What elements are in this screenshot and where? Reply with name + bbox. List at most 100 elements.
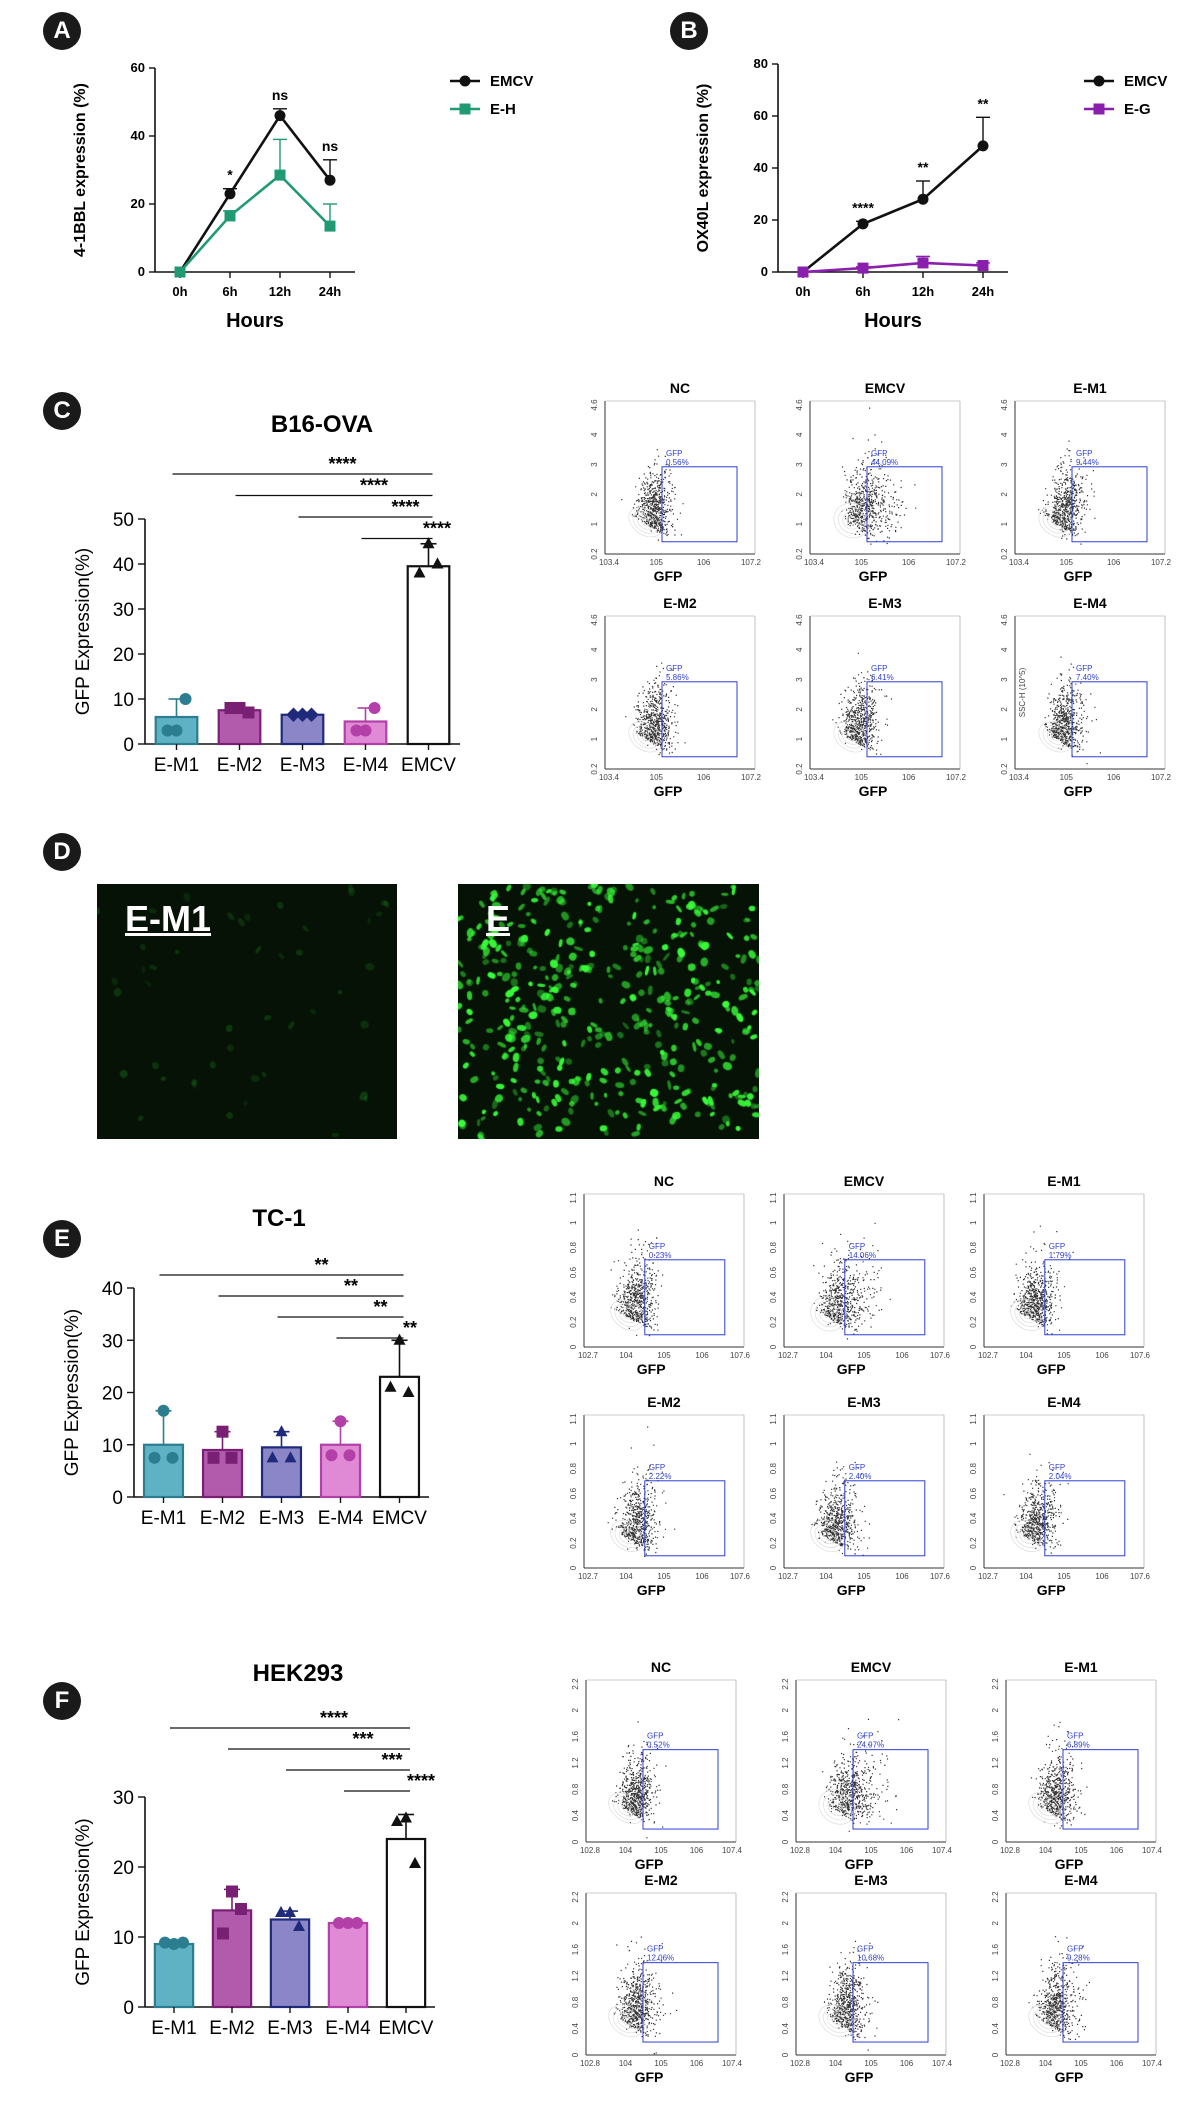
- flow-y-tick-label: 2.2: [991, 1678, 1000, 1690]
- micrograph-e-m1: E-M1: [97, 884, 397, 1139]
- flow-y-tick-label: 0: [571, 1839, 580, 1844]
- flow-y-tick-label: 3: [1000, 462, 1009, 467]
- replicate-point: [295, 707, 310, 722]
- flow-y-tick-label: 0.8: [781, 1783, 790, 1795]
- flow-plot-title: E-M2: [644, 1872, 678, 1888]
- flow-contour: [610, 1519, 646, 1552]
- replicate-point: [207, 1451, 220, 1464]
- replicate-point: [225, 1451, 238, 1464]
- flow-x-tick-label: 107.2: [946, 558, 967, 567]
- flow-x-tick-label: 104: [829, 2059, 843, 2068]
- flow-x-tick-label: 107.2: [1151, 558, 1172, 567]
- y-tick-label: 40: [754, 160, 768, 175]
- gate-label: GFP: [1049, 1463, 1065, 1472]
- flow-y-tick-label: 0.2: [569, 1537, 578, 1549]
- flow-x-axis-label: GFP: [635, 1856, 664, 1872]
- flow-y-tick-label: 0.4: [969, 1291, 978, 1303]
- flow-x-tick-label: 103.4: [1009, 773, 1030, 782]
- flow-y-tick-label: 2: [795, 707, 804, 712]
- flow-x-tick-label: 102.7: [978, 1572, 999, 1581]
- flow-y-tick-label: 2: [571, 1708, 580, 1713]
- flow-y-tick-label: 4: [1000, 432, 1009, 437]
- chart-title: B16-OVA: [271, 411, 373, 438]
- flow-x-tick-label: 104: [619, 2059, 633, 2068]
- flow-contour: [632, 510, 659, 534]
- flow-contour: [1018, 1306, 1037, 1324]
- significance-label: ***: [381, 1750, 402, 1770]
- flow-y-tick-label: 2: [1000, 707, 1009, 712]
- flow-x-tick-label: 107.6: [930, 1351, 951, 1360]
- flow-y-tick-label: 2: [991, 1708, 1000, 1713]
- flow-y-tick-label: 0.8: [991, 1996, 1000, 2008]
- x-tick-label: E-M1: [141, 1508, 186, 1529]
- replicate-point: [304, 707, 319, 722]
- flow-x-tick-label: 104: [819, 1572, 833, 1581]
- flow-plot-title: E-M3: [868, 595, 902, 611]
- flow-y-tick-label: 1.1: [569, 1413, 578, 1425]
- flow-y-tick-label: 1: [795, 736, 804, 741]
- flow-y-tick-label: 0.6: [569, 1487, 578, 1499]
- flow-y-tick-label: 0: [569, 1344, 578, 1349]
- flow-y-tick-label: 0: [991, 2052, 1000, 2057]
- flow-y-tick-label: 0.2: [795, 763, 804, 775]
- gate-percentage: 9.28%: [1067, 1954, 1090, 1963]
- series-line-emcv: [802, 144, 984, 274]
- flow-plot-title: EMCV: [865, 380, 906, 396]
- flow-x-axis-label: GFP: [837, 1582, 866, 1598]
- flow-x-axis-label: GFP: [637, 1361, 666, 1377]
- flow-contour: [610, 1299, 645, 1331]
- flow-contour: [1042, 510, 1069, 534]
- x-tick-label: EMCV: [379, 2018, 434, 2039]
- flow-y-tick-label: 1: [569, 1441, 578, 1446]
- panel-label-a: A: [43, 12, 81, 50]
- x-axis-label: Hours: [864, 310, 922, 332]
- significance-label: ****: [407, 1771, 435, 1791]
- series-line-e-h: [179, 173, 331, 273]
- gate-percentage: 10.68%: [857, 1954, 884, 1963]
- flow-y-tick-label: 2.2: [781, 1678, 790, 1690]
- flow-y-tick-label: 1: [795, 521, 804, 526]
- flow-x-tick-label: 104: [619, 1351, 633, 1360]
- flow-contour: [641, 732, 651, 742]
- flow-x-tick-label: 102.8: [1000, 1846, 1021, 1855]
- x-tick-label: 24h: [972, 284, 994, 299]
- flow-contour: [1037, 2012, 1056, 2030]
- flow-contour: [1051, 517, 1061, 527]
- flow-y-tick-label: 1.1: [769, 1413, 778, 1425]
- y-tick-label: 10: [113, 1928, 134, 1949]
- flow-contour: [628, 507, 663, 538]
- flow-contour: [818, 1527, 837, 1545]
- flow-x-tick-label: 107.4: [932, 1846, 953, 1855]
- y-tick-label: 0: [761, 264, 768, 279]
- flow-y-tick-label: 0.2: [769, 1316, 778, 1328]
- flow-x-axis-label: GFP: [1055, 1856, 1084, 1872]
- gate-label: GFP: [849, 1242, 865, 1251]
- replicate-point: [275, 1905, 287, 1917]
- flow-y-tick-label: 0.6: [769, 1487, 778, 1499]
- flow-plot-title: EMCV: [844, 1173, 885, 1189]
- flow-x-axis-label: GFP: [859, 568, 888, 584]
- flow-x-tick-label: 106: [895, 1572, 909, 1581]
- replicate-point: [351, 1917, 363, 1929]
- flow-x-tick-label: 104: [619, 1846, 633, 1855]
- significance-label: ns: [272, 87, 289, 103]
- flow-x-tick-label: 102.8: [790, 1846, 811, 1855]
- x-tick-label: E-M4: [318, 1508, 364, 1529]
- flow-y-tick-label: 4: [795, 647, 804, 652]
- flow-y-tick-label: 0.4: [781, 2023, 790, 2035]
- replicate-point: [334, 1415, 347, 1428]
- flow-y-tick-label: 0: [569, 1565, 578, 1570]
- replicate-point: [400, 1811, 412, 1823]
- y-axis-label: GFP Expression(%): [73, 1818, 94, 1986]
- flow-x-tick-label: 106: [697, 558, 711, 567]
- significance-label: **: [918, 159, 929, 175]
- gate-label: GFP: [647, 1945, 663, 1954]
- flow-y-tick-label: 0.8: [969, 1242, 978, 1254]
- x-tick-label: EMCV: [372, 1508, 427, 1529]
- flow-x-tick-label: 105: [657, 1351, 671, 1360]
- data-point: [324, 220, 336, 232]
- x-tick-label: E-M4: [325, 2018, 371, 2039]
- flow-y-tick-label: 1: [1000, 521, 1009, 526]
- flow-y-tick-label: 4: [795, 432, 804, 437]
